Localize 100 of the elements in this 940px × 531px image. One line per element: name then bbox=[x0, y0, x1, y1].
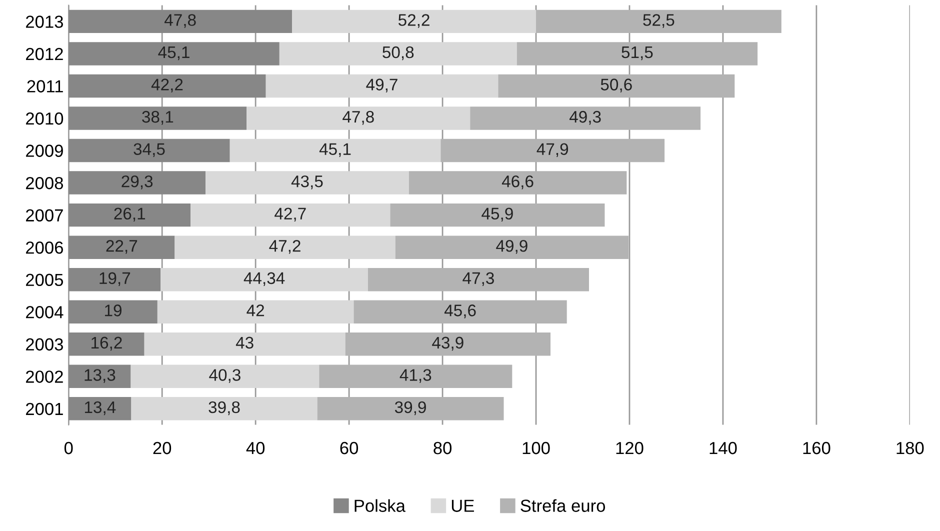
bar bbox=[68, 397, 132, 420]
data-label: 50,6 bbox=[600, 78, 632, 92]
data-label: 43,5 bbox=[291, 175, 323, 190]
data-label: 50,8 bbox=[382, 46, 414, 60]
bar bbox=[408, 171, 627, 194]
data-label: 52,5 bbox=[643, 14, 674, 28]
data-label: 42,7 bbox=[274, 208, 306, 222]
y-tick-label: 2005 bbox=[26, 274, 64, 286]
y-tick-label: 2003 bbox=[26, 338, 63, 351]
data-label: 29,3 bbox=[122, 175, 153, 190]
data-label: 26,1 bbox=[114, 208, 146, 222]
y-tick-label: 2011 bbox=[27, 80, 63, 92]
bar bbox=[68, 171, 206, 194]
bar bbox=[68, 268, 161, 292]
data-label: 19,7 bbox=[100, 272, 130, 286]
bar bbox=[266, 74, 498, 98]
x-tick-label: 60 bbox=[340, 442, 358, 454]
y-tick-label: 2008 bbox=[26, 176, 64, 190]
y-tick-label: 2007 bbox=[26, 209, 63, 222]
bar bbox=[390, 203, 605, 227]
bar bbox=[368, 268, 590, 292]
x-tick-label: 40 bbox=[246, 442, 265, 454]
bar bbox=[395, 236, 629, 259]
bar bbox=[319, 364, 512, 388]
data-label: 43,9 bbox=[432, 336, 464, 351]
bar bbox=[68, 300, 158, 324]
data-label: 22,7 bbox=[106, 240, 138, 254]
x-tick-label: 20 bbox=[153, 442, 172, 454]
bar bbox=[68, 138, 230, 162]
data-label: 16,2 bbox=[92, 336, 122, 351]
data-label: 13,4 bbox=[84, 401, 116, 416]
data-label: 45,9 bbox=[482, 208, 513, 222]
data-label: 41,3 bbox=[400, 369, 432, 383]
x-tick-label: 120 bbox=[616, 442, 644, 454]
y-tick-label: 2010 bbox=[26, 112, 64, 125]
bar bbox=[317, 397, 504, 420]
data-label: 49,3 bbox=[569, 110, 601, 125]
bar bbox=[206, 171, 409, 194]
data-label: 34,5 bbox=[134, 143, 165, 157]
bar bbox=[68, 236, 175, 259]
bar bbox=[68, 364, 131, 388]
y-tick-label: 2004 bbox=[26, 306, 64, 318]
data-label: 47,9 bbox=[536, 143, 568, 157]
bar bbox=[131, 397, 318, 420]
data-label: 46,6 bbox=[502, 175, 534, 190]
data-label: 42 bbox=[246, 304, 264, 316]
x-tick-label: 180 bbox=[896, 442, 924, 454]
legend-label: UE bbox=[452, 500, 474, 512]
bar bbox=[279, 42, 517, 66]
data-label: 47,8 bbox=[342, 110, 374, 125]
data-label: 45,1 bbox=[158, 46, 190, 60]
bar bbox=[157, 300, 354, 324]
data-label: 43 bbox=[236, 336, 254, 349]
bar bbox=[68, 10, 292, 34]
bar bbox=[174, 236, 396, 259]
data-label: 47,3 bbox=[462, 272, 494, 286]
legend-label: Strefa euro bbox=[520, 499, 606, 512]
data-label: 52,2 bbox=[398, 14, 430, 28]
y-tick-label: 2012 bbox=[26, 48, 63, 60]
bar bbox=[536, 10, 782, 34]
bar bbox=[130, 364, 320, 388]
bar bbox=[516, 42, 758, 66]
bar bbox=[470, 106, 701, 130]
data-label: 39,9 bbox=[394, 401, 426, 416]
y-tick-label: 2006 bbox=[26, 241, 63, 254]
bar bbox=[144, 332, 346, 356]
bar bbox=[440, 138, 665, 162]
data-label: 40,3 bbox=[209, 369, 240, 383]
bar bbox=[354, 300, 567, 324]
bar bbox=[246, 106, 470, 130]
y-tick-label: 2001 bbox=[26, 402, 63, 416]
bar bbox=[292, 10, 536, 34]
data-label: 51,5 bbox=[622, 46, 653, 60]
data-label: 39,8 bbox=[208, 401, 240, 416]
y-tick-label: 2013 bbox=[26, 16, 63, 28]
x-tick-label: 80 bbox=[434, 442, 452, 454]
bar bbox=[68, 106, 247, 130]
data-label: 49,9 bbox=[496, 240, 528, 254]
bar bbox=[190, 203, 390, 227]
data-label: 45,6 bbox=[444, 304, 476, 318]
data-label: 47,8 bbox=[164, 14, 196, 28]
bar bbox=[68, 203, 191, 227]
data-label: 44,34 bbox=[244, 272, 285, 286]
data-label: 38,1 bbox=[142, 110, 174, 125]
data-label: 47,2 bbox=[269, 240, 300, 254]
bar bbox=[68, 74, 266, 98]
legend-label: Polska bbox=[354, 499, 406, 512]
x-tick-label: 0 bbox=[64, 442, 73, 454]
data-label: 45,1 bbox=[319, 143, 351, 157]
bar bbox=[68, 332, 144, 356]
data-label: 19 bbox=[105, 304, 122, 316]
bar bbox=[345, 332, 550, 356]
bar bbox=[498, 74, 735, 98]
bar bbox=[230, 138, 441, 162]
x-tick-label: 160 bbox=[803, 442, 830, 454]
x-tick-label: 100 bbox=[522, 442, 550, 454]
bar bbox=[68, 42, 280, 66]
x-tick-label: 140 bbox=[710, 442, 737, 454]
y-tick-label: 2002 bbox=[26, 370, 63, 383]
bar bbox=[160, 268, 368, 292]
